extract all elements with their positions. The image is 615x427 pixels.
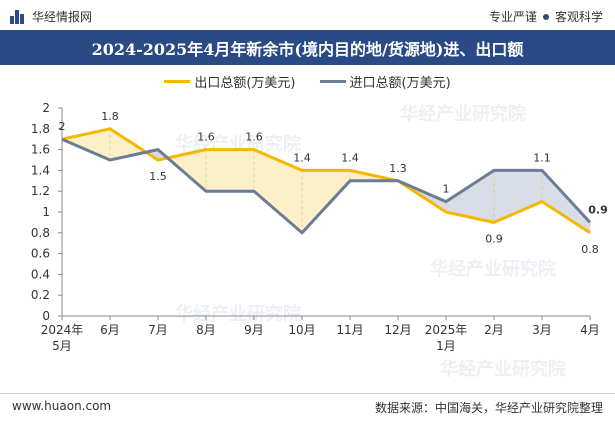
difference-area — [110, 128, 146, 160]
footer-website[interactable]: www.huaon.com — [12, 399, 112, 413]
data-label: 1.6 — [197, 131, 215, 144]
x-tick-label: 12月 — [384, 323, 411, 337]
chart-title: 2024-2025年4月年新余市(境内目的地/货源地)进、出口额 — [91, 39, 524, 59]
footer-source: 数据来源：中国海关，华经产业研究院整理 — [374, 401, 603, 415]
x-tick-label: 2月 — [484, 323, 504, 337]
data-label: 1 — [443, 183, 450, 196]
y-tick-label: 1.4 — [31, 163, 50, 177]
legend-swatch-import — [319, 79, 346, 83]
x-tick-label: 3月 — [532, 323, 552, 337]
legend-item-export[interactable]: 出口总额(万美元) — [164, 72, 296, 91]
y-tick-label: 0.4 — [31, 267, 50, 281]
difference-area — [302, 170, 350, 233]
legend-swatch-export — [164, 79, 191, 83]
y-tick-label: 1.6 — [31, 143, 50, 157]
data-label: 0.9 — [588, 203, 608, 216]
x-tick-label: 5月 — [52, 339, 72, 353]
x-tick-label: 2024年 — [41, 323, 84, 337]
data-label: 1.6 — [245, 131, 263, 144]
data-label: 1.4 — [293, 151, 311, 164]
logo-icon — [10, 9, 24, 24]
data-label: 1.1 — [533, 151, 551, 164]
data-label: 1.3 — [389, 162, 407, 175]
title-bar: 2024-2025年4月年新余市(境内目的地/货源地)进、出口额 — [0, 30, 615, 65]
brand-name: 华经情报网 — [32, 10, 93, 24]
x-tick-label: 2025年 — [425, 323, 468, 337]
x-tick-label: 4月 — [580, 323, 600, 337]
data-label: 2 — [59, 120, 66, 133]
top-bar: 华经情报网 专业严谨 客观科学 — [0, 0, 615, 30]
footer-divider — [0, 393, 615, 394]
difference-area — [542, 170, 590, 233]
difference-area — [206, 149, 254, 192]
x-tick-label: 9月 — [244, 323, 264, 337]
y-tick-label: 0 — [42, 309, 50, 323]
difference-area — [254, 149, 302, 233]
tagline-left: 专业严谨 — [488, 10, 537, 24]
data-label: 1.8 — [101, 110, 119, 123]
difference-area — [494, 170, 542, 223]
y-tick-label: 1 — [42, 205, 50, 219]
x-tick-label: 10月 — [288, 323, 315, 337]
y-tick-label: 1.8 — [31, 122, 50, 136]
legend-label-export: 出口总额(万美元) — [194, 75, 296, 91]
data-label: 0.9 — [485, 232, 503, 245]
y-tick-label: 1.2 — [31, 184, 50, 198]
data-label: 1.5 — [149, 170, 167, 183]
x-tick-label: 7月 — [148, 323, 168, 337]
export-line — [61, 127, 591, 235]
y-tick-label: 0.2 — [31, 288, 50, 302]
x-tick-label: 8月 — [196, 323, 216, 337]
brand[interactable]: 华经情报网 — [10, 8, 92, 25]
data-label: 0.8 — [581, 243, 599, 256]
tagline-right: 客观科学 — [554, 10, 603, 24]
data-label: 1.4 — [341, 151, 359, 164]
difference-area — [167, 149, 206, 192]
legend-label-import: 进口总额(万美元) — [349, 75, 451, 91]
y-tick-label: 0.6 — [31, 247, 50, 261]
legend: 出口总额(万美元) 进口总额(万美元) — [0, 68, 615, 94]
x-tick-label: 6月 — [100, 323, 120, 337]
import-line — [61, 137, 592, 235]
y-tick-label: 0.8 — [31, 226, 50, 240]
tagline: 专业严谨 客观科学 — [489, 8, 603, 25]
y-tick-label: 2 — [42, 101, 50, 115]
x-tick-label: 1月 — [436, 339, 456, 353]
dot-icon — [542, 13, 549, 20]
x-tick-label: 11月 — [336, 323, 363, 337]
difference-area — [446, 170, 494, 223]
legend-item-import[interactable]: 进口总额(万美元) — [319, 72, 451, 91]
